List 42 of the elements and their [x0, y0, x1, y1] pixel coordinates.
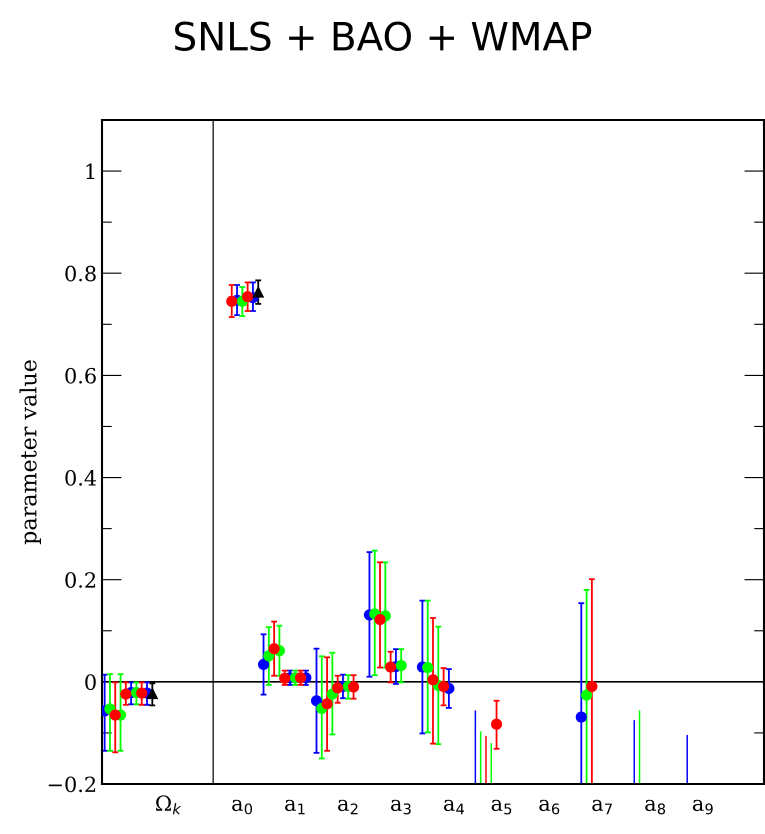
- y-tick-label: 0: [85, 674, 96, 690]
- point: [295, 672, 306, 684]
- point: [385, 661, 396, 673]
- y-tick-label: 0.4: [65, 470, 96, 486]
- x-tick-label: a$_{6}$: [539, 800, 560, 814]
- point: [581, 690, 592, 701]
- y-tick-label: 0.6: [65, 368, 96, 384]
- y-axis-title: parameter value: [19, 360, 41, 544]
- x-tick-label: a$_{5}$: [492, 800, 512, 814]
- x-tick-label: a$_{0}$: [232, 800, 252, 814]
- y-tick-label: −0.2: [48, 776, 96, 792]
- x-tick-label: a$_{2}$: [338, 800, 358, 814]
- point: [322, 698, 333, 710]
- x-tick-label: Ω$_{k}$: [156, 795, 182, 814]
- y-tick-label: 1: [86, 164, 94, 179]
- y-tick-label: 0.8: [65, 266, 96, 282]
- y-tick-label: 0.2: [65, 572, 96, 588]
- point: [332, 682, 344, 694]
- point: [586, 680, 598, 692]
- point: [258, 658, 270, 670]
- x-tick-label: a$_{4}$: [444, 800, 464, 814]
- x-tick-label: a$_{7}$: [592, 800, 612, 814]
- x-tick-label: a$_{1}$: [285, 800, 305, 814]
- point: [422, 662, 434, 674]
- point: [348, 681, 360, 693]
- x-tick-label: a$_{3}$: [391, 800, 411, 814]
- point: [263, 650, 274, 662]
- point: [268, 643, 280, 654]
- x-tick-label: a$_{8}$: [645, 800, 666, 814]
- x-tick-label: a$_{9}$: [692, 800, 713, 814]
- point: [396, 660, 407, 672]
- point: [576, 712, 587, 723]
- point: [279, 672, 290, 684]
- point: [252, 286, 264, 298]
- point: [374, 614, 386, 626]
- text: SNLS + BAO + WMAP: [175, 22, 592, 51]
- point: [438, 680, 450, 692]
- point: [427, 674, 439, 686]
- point: [242, 291, 254, 302]
- point: [226, 296, 238, 307]
- point: [310, 695, 322, 706]
- point: [490, 718, 502, 730]
